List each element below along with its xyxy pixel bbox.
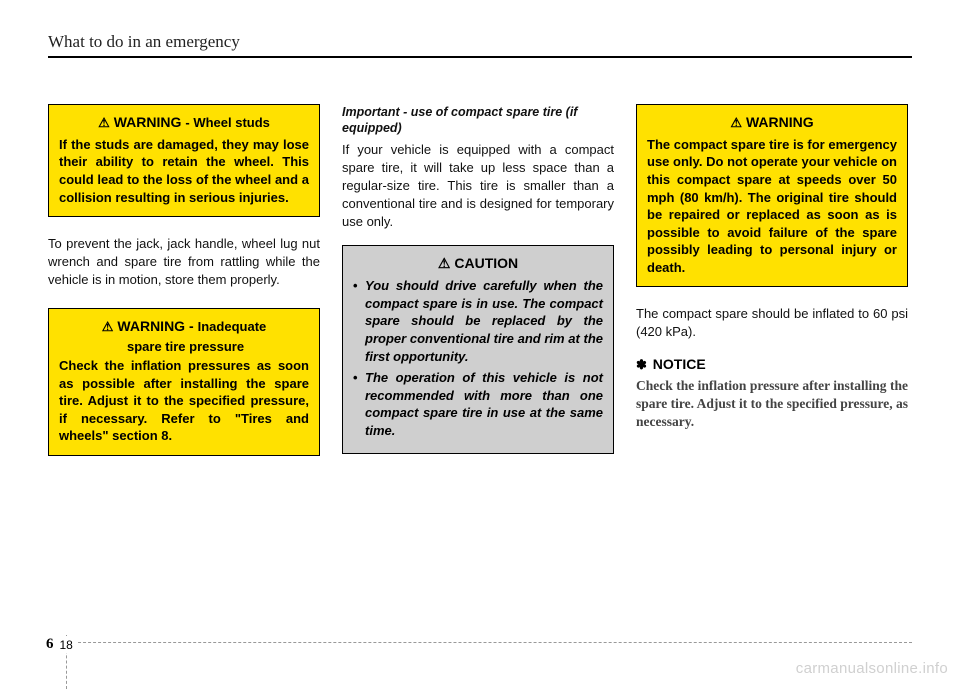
burst-icon: ✽ bbox=[636, 357, 647, 372]
section-number: 6 bbox=[46, 636, 54, 653]
caution-header: ⚠ CAUTION bbox=[353, 254, 603, 273]
page-footer: 6 18 bbox=[48, 642, 912, 643]
caution-bullet: The operation of this vehicle is not rec… bbox=[353, 369, 603, 439]
warning-header: ⚠ WARNING - Inadequate bbox=[59, 317, 309, 336]
columns: ⚠ WARNING - Wheel studs If the studs are… bbox=[48, 104, 912, 456]
warning-icon: ⚠ bbox=[98, 114, 110, 132]
warning-subtitle: - Wheel studs bbox=[185, 114, 270, 132]
warning-body: Check the inflation pressures as soon as… bbox=[59, 357, 309, 445]
warning-header: ⚠ WARNING - Wheel studs bbox=[59, 113, 309, 132]
notice-body: Check the inflation pressure after insta… bbox=[636, 377, 908, 432]
caution-bullet: You should drive carefully when the comp… bbox=[353, 277, 603, 365]
warning-header: ⚠ WARNING bbox=[647, 113, 897, 132]
warning-body: If the studs are damaged, they may lose … bbox=[59, 136, 309, 206]
warning-subtitle-line1: Inadequate bbox=[198, 318, 267, 336]
warning-compact-spare: ⚠ WARNING The compact spare tire is for … bbox=[636, 104, 908, 287]
column-3: ⚠ WARNING The compact spare tire is for … bbox=[636, 104, 908, 456]
page-content: What to do in an emergency ⚠ WARNING - W… bbox=[48, 32, 912, 456]
watermark: carmanualsonline.info bbox=[796, 660, 948, 677]
warning-label: WARNING bbox=[114, 113, 182, 132]
section-subhead: Important - use of compact spare tire (i… bbox=[342, 104, 614, 137]
warning-icon: ⚠ bbox=[730, 114, 742, 132]
paragraph: The compact spare should be inflated to … bbox=[636, 305, 908, 341]
caution-icon: ⚠ bbox=[438, 254, 451, 273]
header-rule bbox=[48, 56, 912, 58]
page-number: 18 bbox=[60, 638, 73, 652]
paragraph: If your vehicle is equipped with a compa… bbox=[342, 141, 614, 232]
caution-box: ⚠ CAUTION You should drive carefully whe… bbox=[342, 245, 614, 454]
warning-subtitle-line2: spare tire pressure bbox=[127, 338, 309, 356]
warning-spare-pressure: ⚠ WARNING - Inadequate spare tire pressu… bbox=[48, 308, 320, 456]
caution-bullets: You should drive carefully when the comp… bbox=[353, 277, 603, 439]
warning-icon: ⚠ bbox=[102, 318, 114, 336]
column-2: Important - use of compact spare tire (i… bbox=[342, 104, 614, 456]
warning-label: WARNING - bbox=[117, 317, 193, 336]
warning-body: The compact spare tire is for emergency … bbox=[647, 136, 897, 276]
page-title: What to do in an emergency bbox=[48, 32, 912, 56]
warning-label: WARNING bbox=[746, 113, 814, 132]
paragraph: To prevent the jack, jack handle, wheel … bbox=[48, 235, 320, 290]
footer-page-numbers: 6 18 bbox=[42, 636, 77, 653]
caution-label: CAUTION bbox=[454, 254, 518, 273]
notice-label: NOTICE bbox=[653, 356, 706, 372]
warning-wheel-studs: ⚠ WARNING - Wheel studs If the studs are… bbox=[48, 104, 320, 217]
notice-header: ✽ NOTICE bbox=[636, 356, 908, 373]
column-1: ⚠ WARNING - Wheel studs If the studs are… bbox=[48, 104, 320, 456]
